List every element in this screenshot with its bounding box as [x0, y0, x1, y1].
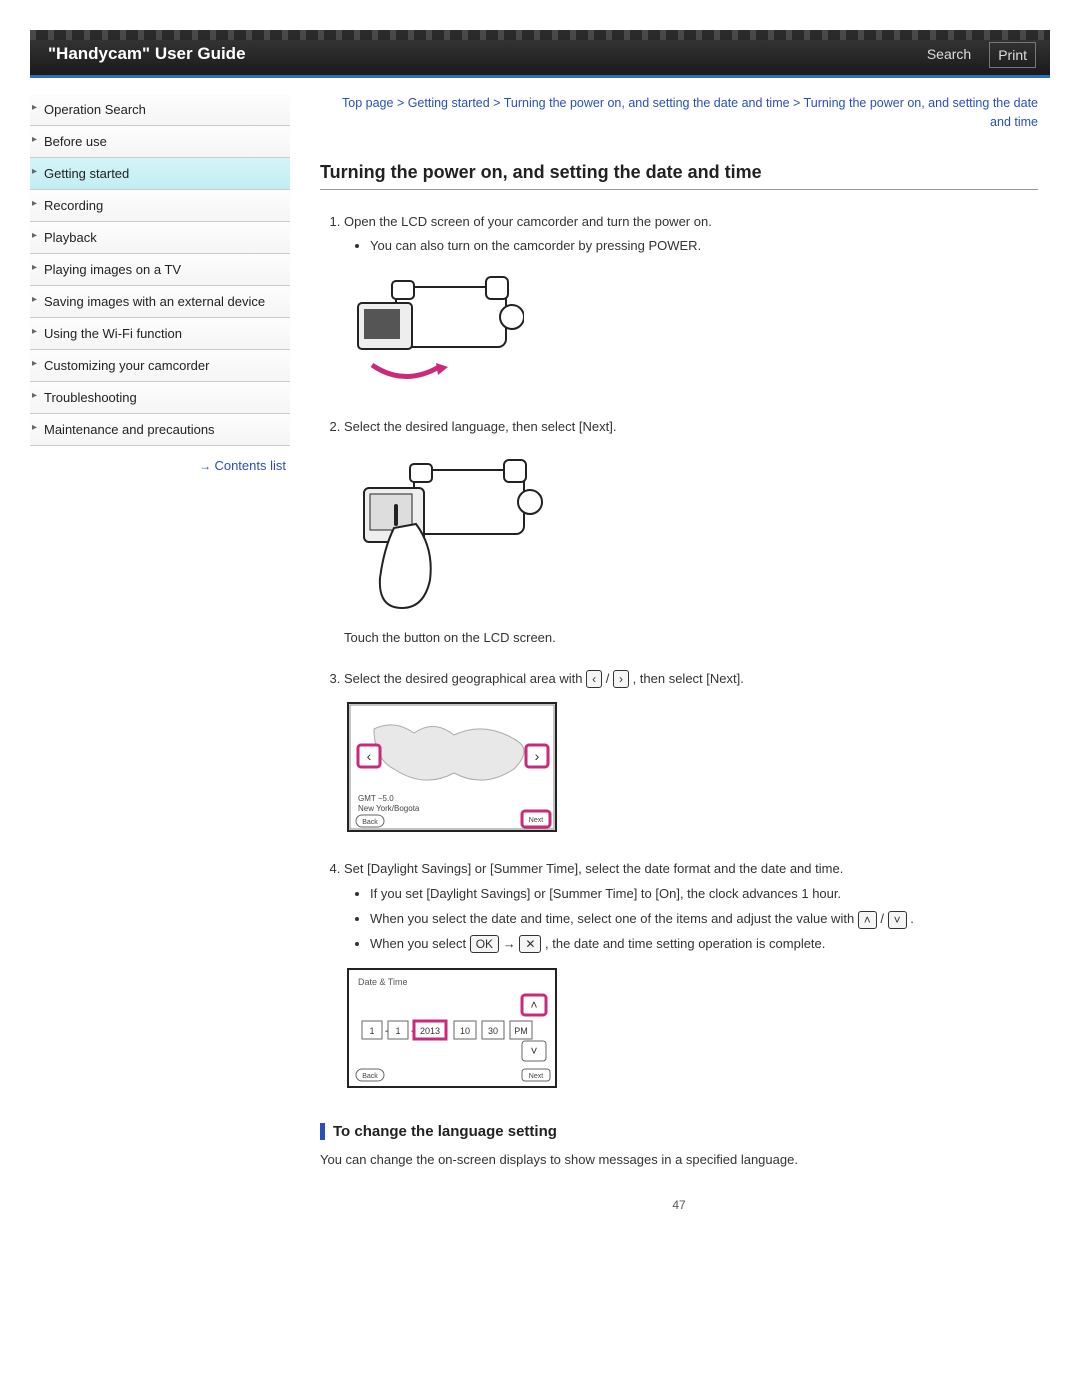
- illustration-world-map: ‹ › GMT −5.0 New York/Bogota Back Next: [344, 699, 1038, 839]
- right-arrow-icon: ›: [613, 670, 629, 688]
- step-3-pre: Select the desired geographical area wit…: [344, 671, 586, 686]
- s4b3-pre: When you select: [370, 936, 470, 951]
- dt-title-label: Date & Time: [358, 977, 408, 987]
- step-3: Select the desired geographical area wit…: [344, 669, 1038, 840]
- contents-list-link[interactable]: Contents list: [30, 446, 290, 473]
- step-2-caption: Touch the button on the LCD screen.: [344, 628, 1038, 649]
- step-4: Set [Daylight Savings] or [Summer Time],…: [344, 859, 1038, 1094]
- svg-text:1: 1: [369, 1026, 374, 1036]
- sidebar-item-6[interactable]: Saving images with an external device: [30, 286, 290, 318]
- step-4-bullet-3: When you select OK → ✕ , the date and ti…: [370, 934, 1038, 955]
- breadcrumb[interactable]: Top page > Getting started > Turning the…: [320, 94, 1038, 132]
- svg-text:PM: PM: [514, 1026, 528, 1036]
- step-4-bullet-2: When you select the date and time, selec…: [370, 909, 1038, 930]
- sidebar-item-5[interactable]: Playing images on a TV: [30, 254, 290, 286]
- map-gmt-label: GMT −5.0: [358, 794, 394, 803]
- step-4-bullet-1: If you set [Daylight Savings] or [Summer…: [370, 884, 1038, 905]
- svg-text:30: 30: [488, 1026, 498, 1036]
- step-3-post: , then select [Next].: [633, 671, 744, 686]
- page-title: Turning the power on, and setting the da…: [320, 162, 1038, 190]
- page-number: 47: [320, 1198, 1038, 1212]
- map-city-label: New York/Bogota: [358, 804, 420, 813]
- subheading-language: To change the language setting: [320, 1123, 1038, 1140]
- header-stripes-deco: [30, 30, 1050, 40]
- up-arrow-icon: ˄: [858, 911, 877, 929]
- print-button[interactable]: Print: [989, 42, 1036, 68]
- close-x-icon: ✕: [519, 935, 541, 953]
- step-3-text: Select the desired geographical area wit…: [344, 671, 744, 686]
- left-arrow-icon: ‹: [586, 670, 602, 688]
- svg-text:2013: 2013: [420, 1026, 440, 1036]
- step-2: Select the desired language, then select…: [344, 417, 1038, 649]
- ok-button-icon: OK: [470, 935, 499, 953]
- illustration-open-lcd: [344, 267, 1038, 397]
- sidebar-nav: Operation SearchBefore useGetting starte…: [30, 94, 300, 1242]
- down-arrow-icon: ˅: [888, 911, 907, 929]
- illustration-touch-screen: [344, 448, 1038, 618]
- step-2-text: Select the desired language, then select…: [344, 419, 616, 434]
- svg-text:1: 1: [395, 1026, 400, 1036]
- step-4-text: Set [Daylight Savings] or [Summer Time],…: [344, 861, 843, 876]
- sidebar-item-0[interactable]: Operation Search: [30, 94, 290, 126]
- sidebar-item-7[interactable]: Using the Wi-Fi function: [30, 318, 290, 350]
- svg-text:›: ›: [535, 748, 540, 764]
- header-bar: "Handycam" User Guide Search Print: [30, 30, 1050, 78]
- svg-text:10: 10: [460, 1026, 470, 1036]
- svg-text:˄: ˄: [530, 998, 537, 1012]
- svg-text:‹: ‹: [367, 748, 372, 764]
- sidebar-item-2[interactable]: Getting started: [30, 158, 290, 190]
- dt-back-label: Back: [362, 1073, 378, 1080]
- step-1: Open the LCD screen of your camcorder an…: [344, 212, 1038, 398]
- s4b3-post: , the date and time setting operation is…: [545, 936, 825, 951]
- svg-text:˅: ˅: [530, 1044, 537, 1058]
- sidebar-item-1[interactable]: Before use: [30, 126, 290, 158]
- step-1-text: Open the LCD screen of your camcorder an…: [344, 214, 712, 229]
- illustration-date-time: Date & Time ˄ 1-1-20131030PM ˅ Back: [344, 965, 1038, 1095]
- sidebar-item-4[interactable]: Playback: [30, 222, 290, 254]
- map-next-label: Next: [529, 817, 543, 824]
- s4b3-mid: →: [503, 936, 520, 951]
- map-back-label: Back: [362, 819, 378, 826]
- sidebar-item-9[interactable]: Troubleshooting: [30, 382, 290, 414]
- s4b2-pre: When you select the date and time, selec…: [370, 911, 858, 926]
- dt-next-label: Next: [529, 1073, 543, 1080]
- sidebar-item-3[interactable]: Recording: [30, 190, 290, 222]
- subheading-body: You can change the on-screen displays to…: [320, 1150, 1038, 1171]
- main-content: Top page > Getting started > Turning the…: [300, 94, 1050, 1242]
- s4b2-post: .: [910, 911, 914, 926]
- search-button[interactable]: Search: [919, 42, 979, 68]
- step-1-bullet: You can also turn on the camcorder by pr…: [370, 236, 1038, 257]
- sidebar-item-10[interactable]: Maintenance and precautions: [30, 414, 290, 446]
- sidebar-item-8[interactable]: Customizing your camcorder: [30, 350, 290, 382]
